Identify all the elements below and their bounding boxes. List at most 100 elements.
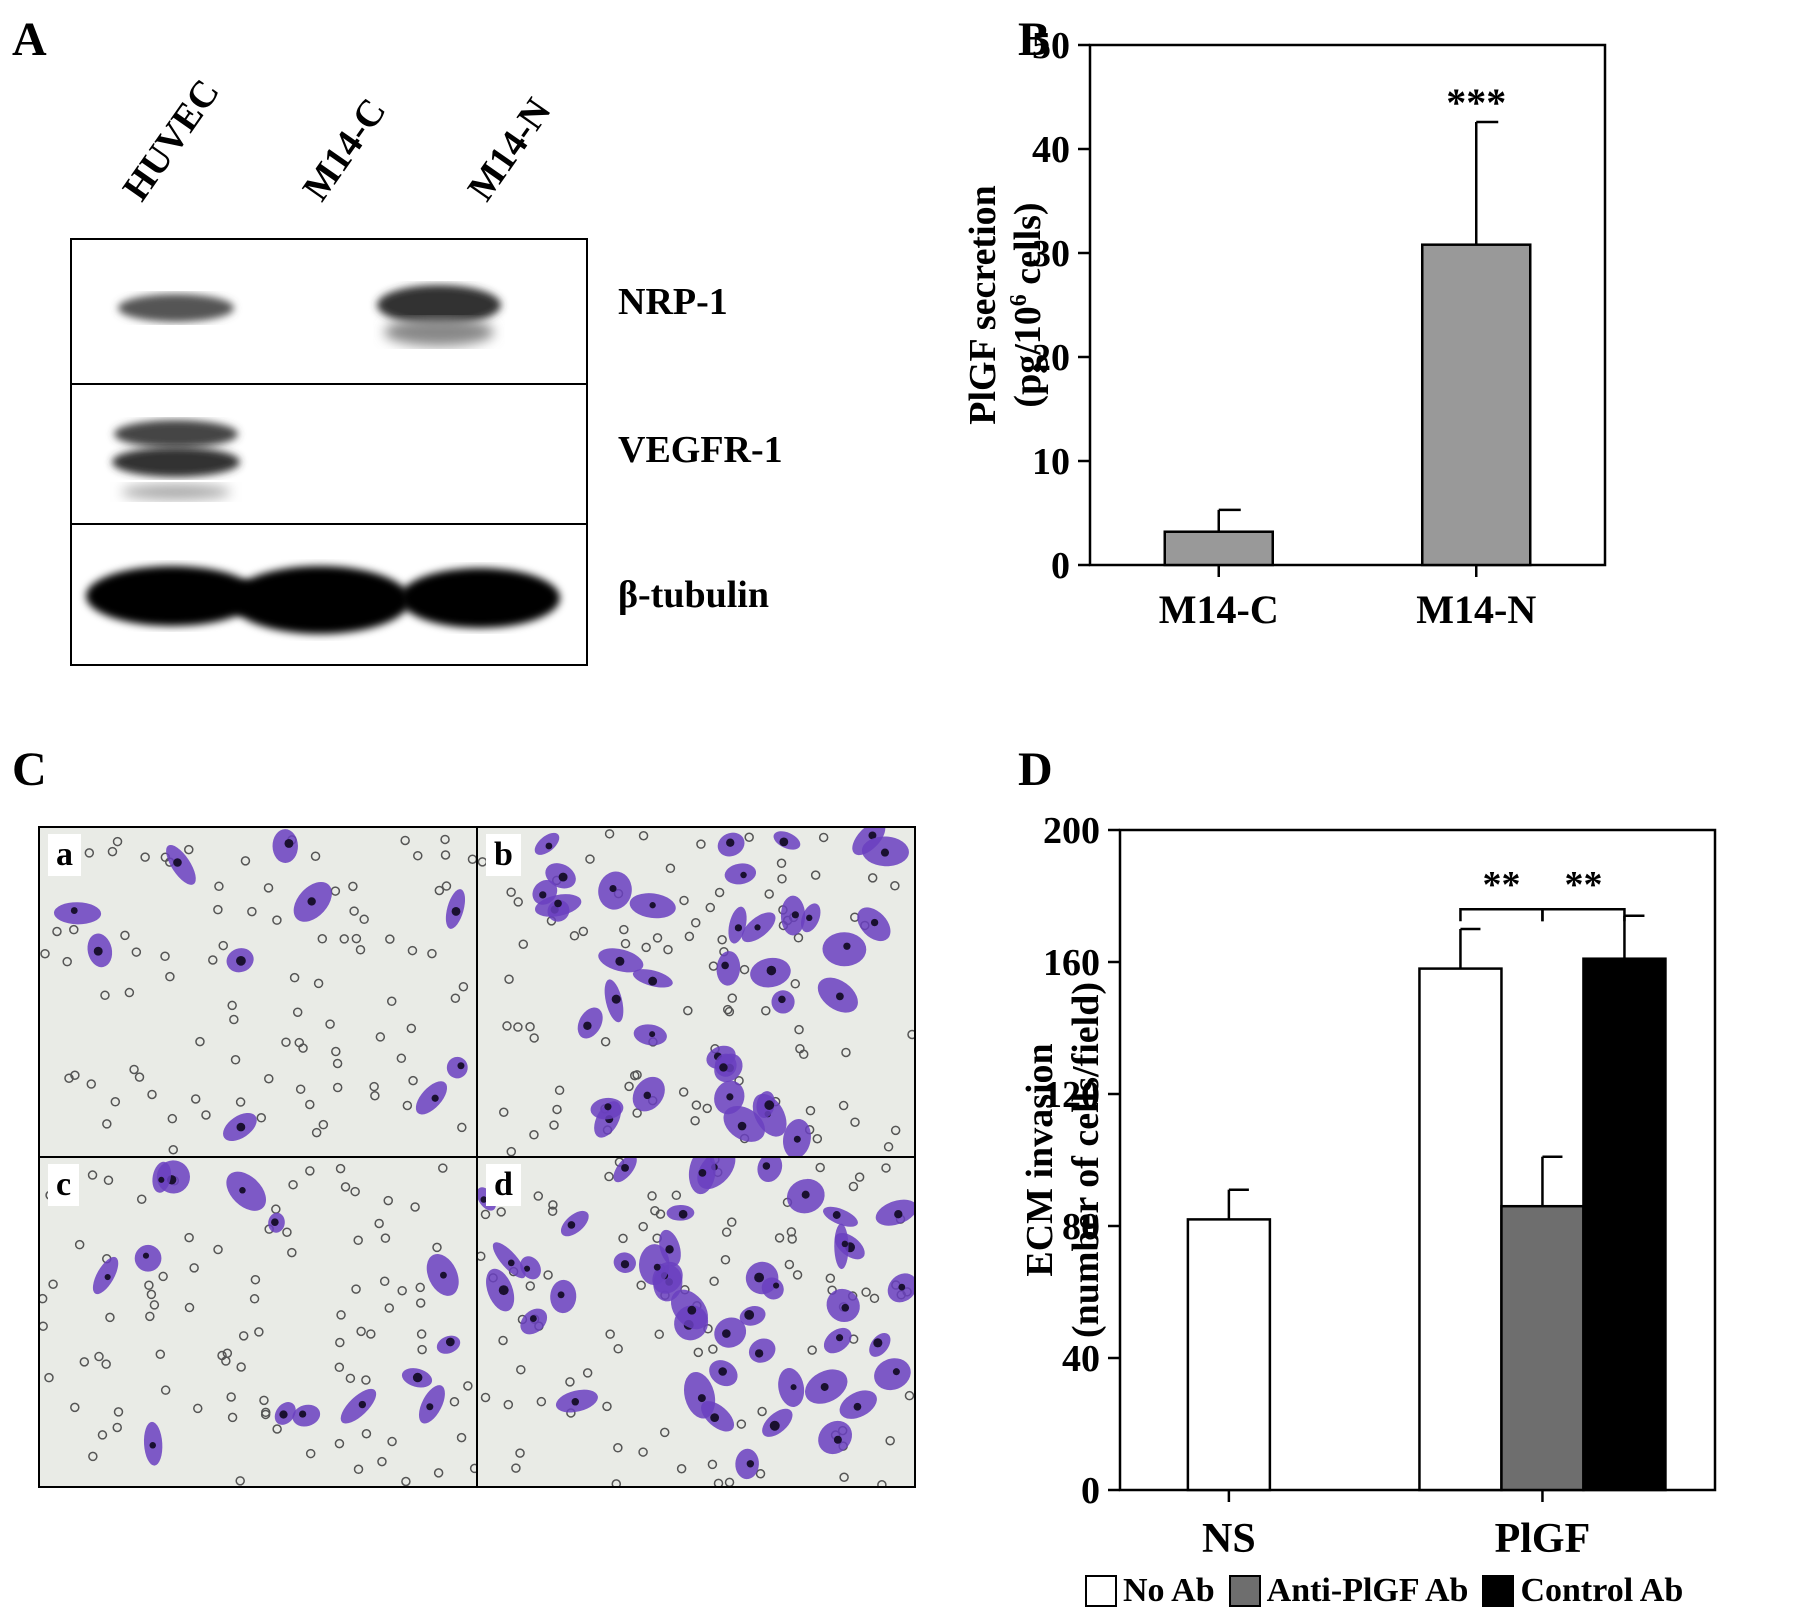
- micrograph-c-image-pore: [351, 1284, 361, 1294]
- micrograph-a-image-pore: [434, 885, 445, 896]
- micrograph-c-image-background: [40, 1158, 476, 1486]
- legend-label-control-ab: Control Ab: [1520, 1572, 1684, 1609]
- micrograph-d-image-pore: [792, 1270, 803, 1280]
- micrograph-d-image-nucleus: [744, 1310, 755, 1320]
- micrograph-a-image-pore: [396, 1053, 407, 1064]
- micrograph-c-image-pore: [184, 1302, 195, 1313]
- micrograph-c-image-cell: [226, 1171, 267, 1211]
- micrograph-d-image-pore: [848, 1181, 859, 1192]
- micrograph-a: a: [38, 826, 478, 1158]
- micrograph-d-image-pore: [869, 1293, 880, 1304]
- micrograph-c-image-pore: [287, 1247, 297, 1258]
- micrograph-d-image-nucleus: [507, 1259, 515, 1267]
- micrograph-d-image-nucleus: [697, 1394, 706, 1403]
- micrograph-c-image-pore: [189, 1263, 199, 1273]
- micrograph-a-image-pore: [332, 1082, 343, 1093]
- micrograph-b-image-pore: [841, 1047, 851, 1058]
- micrograph-b-image-pore: [679, 895, 689, 906]
- micrograph-a-image-pore: [160, 951, 170, 962]
- micrograph-a-image-pore: [406, 1023, 417, 1034]
- micrograph-c-image-pore: [272, 1424, 282, 1434]
- micrograph-c-image-pore: [417, 1344, 427, 1355]
- micrograph-a-image-pore: [214, 881, 224, 892]
- micrograph-b-image-pore: [506, 1146, 517, 1156]
- chart-b-ytick-label: 10: [1032, 441, 1070, 483]
- micrograph-b-image-pore: [502, 1021, 512, 1031]
- micrograph-c-image-pore: [463, 1381, 473, 1391]
- chart-d-bar-plgf-anti-plgf: [1500, 1204, 1585, 1492]
- micrograph-a-image-pore: [124, 987, 135, 998]
- chart-d-ytick-label: 160: [1043, 942, 1100, 984]
- micrograph-b-image-nucleus: [737, 1121, 747, 1131]
- micrograph-b-image-pore: [529, 1130, 539, 1140]
- micrograph-c-image-pore: [410, 1202, 420, 1212]
- chart-b-ytick-label: 30: [1032, 233, 1070, 275]
- micrograph-c-image-pore: [155, 1349, 166, 1360]
- micrograph-label-d: d: [486, 1164, 521, 1206]
- micrograph-b-image-pore: [518, 939, 529, 949]
- micrograph-c-image-pore: [113, 1407, 124, 1417]
- micrograph-label-c: c: [48, 1164, 80, 1206]
- micrograph-d-image-nucleus: [754, 1349, 764, 1358]
- micrograph-d-image-nucleus: [480, 1196, 488, 1203]
- micrograph-c-image-pore: [160, 1385, 171, 1395]
- micrograph-a-image-pore: [351, 933, 362, 944]
- micrograph-c-image-pore: [101, 1359, 111, 1369]
- micrograph-c-image-cell: [340, 1388, 377, 1424]
- micrograph-d-image-pore: [536, 1396, 547, 1407]
- micrograph-a-image-pore: [213, 904, 223, 915]
- micrograph-d-image-cell: [757, 1158, 783, 1183]
- micrograph-b-image: [478, 828, 914, 1156]
- micrograph-c-image-pore: [387, 1436, 397, 1447]
- micrograph-c-image-pore: [345, 1373, 356, 1384]
- panel-letter-c: C: [12, 743, 47, 796]
- micrograph-a-image-cell: [272, 829, 298, 864]
- micrograph-a-image-pore: [457, 1122, 467, 1133]
- micrograph-c-image-pore: [415, 1298, 426, 1308]
- micrograph-d-image-nucleus: [832, 1211, 841, 1219]
- micrograph-a-image-pore: [407, 945, 418, 956]
- micrograph-d-image-pore: [671, 1190, 682, 1201]
- micrograph-a-image-cell: [446, 1056, 468, 1079]
- micrograph-a-image-pore: [339, 934, 349, 944]
- micrograph-d-image-pore: [647, 1191, 657, 1201]
- micrograph-c-image-nucleus: [239, 1187, 246, 1194]
- micrograph-d-image-nucleus: [894, 1210, 903, 1219]
- micrograph-d-image-pore: [786, 1227, 797, 1237]
- micrograph-a-image-pore: [263, 883, 274, 893]
- micrograph-a-image-pore: [440, 834, 450, 845]
- micrograph-d-image-pore: [787, 1234, 797, 1244]
- micrograph-a-image-pore: [467, 854, 476, 864]
- micrograph-d-image-pore: [525, 1281, 536, 1291]
- chart-d-ytick-label: 0: [1081, 1470, 1100, 1512]
- micrograph-a-image-pore: [440, 850, 451, 860]
- micrograph-b-image-pore: [629, 1070, 640, 1081]
- chart-b-ylabel-line2: (pg/106 cells): [1006, 202, 1049, 407]
- micrograph-c-image-pore: [380, 1233, 391, 1243]
- micrograph-b-image-pore: [724, 1006, 735, 1017]
- micrograph-b-image-pore: [600, 1036, 611, 1047]
- micrograph-b-image-pore: [850, 1117, 860, 1127]
- micrograph-d-image-pore: [638, 1221, 648, 1232]
- micrograph-b-image-nucleus: [554, 899, 562, 908]
- blot-row-label-tubulin: β-tubulin: [618, 574, 769, 616]
- micrograph-a-image-pore: [70, 1070, 80, 1081]
- chart-b-xtick-label: M14-N: [1416, 587, 1536, 632]
- micrograph-d-image-pore: [693, 1347, 704, 1358]
- micrograph-c-image-nucleus: [104, 1273, 111, 1281]
- chart-d-ylabel-line1: ECM invasion: [1019, 1043, 1061, 1276]
- micrograph-c-image-pore: [74, 1239, 85, 1250]
- micrograph-c-image-pore: [334, 1362, 345, 1373]
- micrograph-d-image-nucleus: [873, 1338, 883, 1348]
- micrograph-c-image-pore: [70, 1402, 80, 1413]
- micrograph-b-image-cell: [822, 932, 867, 967]
- micrograph-b-image-nucleus: [740, 871, 747, 879]
- chart-d-ytick-label: 40: [1062, 1338, 1100, 1380]
- micrograph-a-image-pore: [230, 1055, 241, 1065]
- micrograph-a-image-pore: [147, 1089, 157, 1100]
- micrograph-a-image-pore: [385, 934, 395, 944]
- micrograph-b-image-pore: [624, 1081, 634, 1092]
- micrograph-a-image-pore: [298, 1043, 308, 1053]
- chart-d-ytick-label: 120: [1043, 1074, 1100, 1116]
- micrograph-a-image-pore: [458, 981, 469, 992]
